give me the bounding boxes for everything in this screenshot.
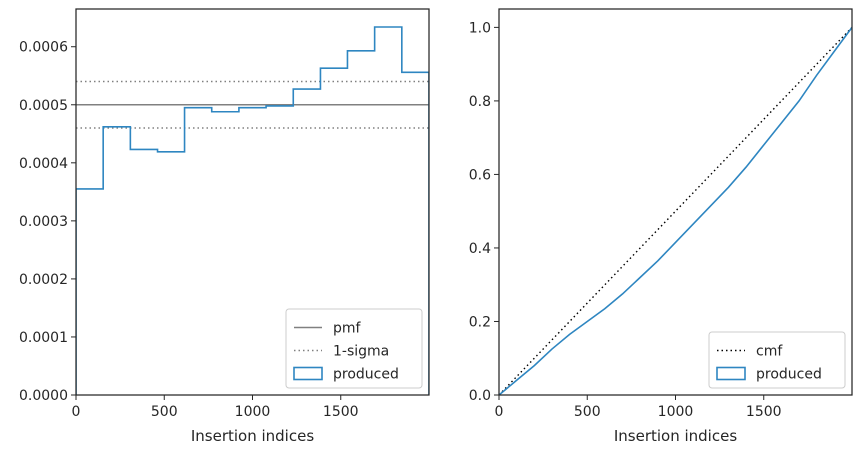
y-tick-label: 1.0 [469, 20, 491, 36]
y-tick-label: 0.0000 [19, 388, 68, 404]
x-axis-label: Insertion indices [191, 427, 314, 445]
y-tick-label: 0.0003 [19, 214, 68, 230]
legend-label-produced: produced [756, 367, 822, 383]
legend: cmf produced [708, 331, 846, 389]
x-tick-label: 0 [72, 404, 81, 420]
y-tick-label: 0.0005 [19, 98, 68, 114]
legend-box [708, 331, 846, 389]
x-tick-label: 500 [574, 404, 601, 420]
y-tick-label: 0.0001 [19, 330, 68, 346]
y-tick-label: 0.4 [469, 241, 491, 257]
y-tick-label: 0.6 [469, 167, 491, 183]
legend-swatch-produced [716, 366, 746, 381]
legend-label-pmf: pmf [333, 321, 362, 337]
y-tick-label: 0.0002 [19, 272, 68, 288]
y-tick-label: 0.2 [469, 314, 491, 330]
plot-area [499, 26, 852, 395]
x-tick-label: 500 [151, 404, 178, 420]
legend-swatch-produced [293, 366, 323, 381]
series-produced [76, 26, 429, 395]
y-tick-label: 0.0 [469, 388, 491, 404]
right-panel-cumulative: 0 500 1000 1500 0.0 0.2 0.4 0.6 0.8 1.0 Insertion … [469, 8, 853, 445]
y-tick-label: 0.8 [469, 94, 491, 110]
series-produced [499, 26, 852, 395]
y-tick-label: 0.0006 [19, 40, 68, 56]
y-tick-label: 0.0004 [19, 156, 68, 172]
legend: pmf 1-sigma produced [285, 308, 423, 389]
x-tick-label: 1500 [323, 404, 359, 420]
x-axis-label: Insertion indices [614, 427, 737, 445]
legend-label-cmf: cmf [756, 344, 783, 360]
x-tick-label: 0 [495, 404, 504, 420]
x-tick-label: 1000 [658, 404, 694, 420]
legend-label-produced: produced [333, 367, 399, 383]
axes-frame [75, 8, 430, 396]
plot-area [76, 26, 429, 395]
x-tick-label: 1500 [746, 404, 782, 420]
left-panel-histogram: 0 500 1000 1500 0.0000 0.0001 0.0002 0.0003 0.00… [19, 8, 430, 445]
x-tick-label: 1000 [235, 404, 271, 420]
axes-frame [498, 8, 853, 396]
legend-label-1-sigma: 1-sigma [333, 344, 389, 360]
